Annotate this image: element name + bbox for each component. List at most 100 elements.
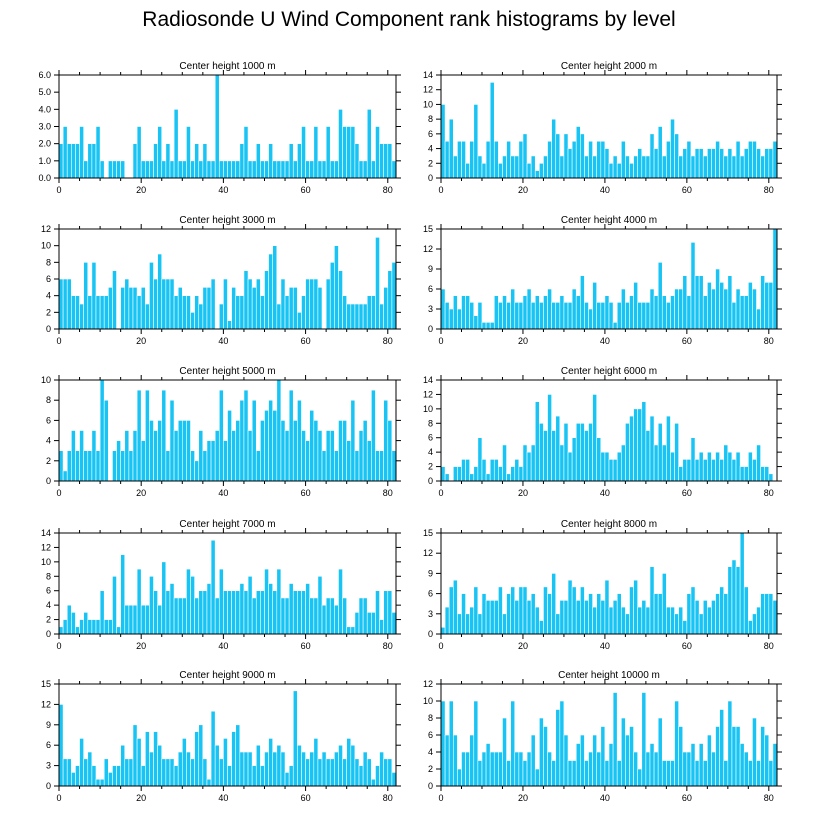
y-tick-label: 15: [41, 679, 51, 689]
bar: [202, 287, 208, 330]
bar: [678, 155, 684, 179]
bar: [608, 162, 614, 179]
bar: [768, 760, 774, 787]
bar: [366, 440, 372, 482]
bar: [108, 772, 113, 787]
bar: [469, 734, 475, 787]
bar: [165, 143, 171, 179]
bar: [743, 148, 749, 179]
y-tick-label: 15: [423, 528, 433, 538]
bar: [649, 743, 655, 787]
bar: [383, 758, 389, 787]
bar: [157, 253, 163, 330]
bar: [649, 288, 655, 330]
bar: [342, 420, 347, 482]
bar: [580, 422, 585, 482]
bar: [756, 148, 761, 179]
bar: [764, 593, 770, 635]
bar: [255, 450, 261, 482]
bar: [79, 126, 84, 179]
bar: [268, 399, 274, 482]
bar: [592, 734, 598, 787]
bar: [530, 734, 536, 787]
y-tick-label: 8: [46, 571, 51, 581]
bar: [461, 751, 466, 787]
x-tick-label: 0: [438, 793, 443, 803]
bar: [132, 143, 138, 179]
y-tick-label: 3.0: [38, 122, 51, 132]
bar: [161, 160, 167, 179]
bar: [235, 295, 241, 330]
bar: [493, 751, 499, 787]
bar: [79, 619, 84, 635]
bar: [625, 155, 630, 179]
bar: [522, 760, 528, 787]
bar: [190, 758, 195, 787]
bar: [481, 162, 487, 179]
bar: [596, 302, 602, 330]
bar: [325, 430, 331, 482]
bar: [157, 420, 163, 482]
bar: [748, 282, 753, 330]
bar: [103, 758, 109, 787]
bar: [391, 612, 397, 635]
bar: [198, 430, 204, 482]
y-tick-label: 8: [428, 418, 433, 428]
bar: [223, 440, 228, 482]
bar: [534, 606, 540, 635]
panel-7: Center height 7000 m 0 20 40 60 80 0 2 4 6 8 10 12 14: [41, 519, 401, 651]
bar: [309, 597, 315, 635]
bar: [543, 295, 548, 330]
bar: [514, 155, 520, 179]
bar: [526, 162, 532, 179]
bar: [510, 155, 516, 179]
bar: [112, 575, 117, 635]
bar: [674, 133, 679, 179]
bar: [522, 133, 528, 179]
bar: [342, 758, 347, 787]
bar: [608, 606, 614, 635]
bar: [194, 731, 200, 787]
bar: [149, 420, 154, 482]
panel-9-frame: [58, 683, 397, 787]
y-tick-label: 12: [423, 85, 433, 95]
bar: [506, 593, 511, 635]
bar: [473, 700, 479, 787]
bar: [391, 450, 397, 482]
bar: [719, 709, 725, 787]
bar: [661, 295, 667, 330]
bar: [477, 155, 483, 179]
bar: [489, 322, 495, 330]
x-tick-label: 40: [218, 488, 228, 498]
bar: [387, 758, 393, 787]
bar: [653, 148, 659, 179]
bar: [358, 430, 364, 482]
x-tick-label: 0: [56, 793, 61, 803]
bar: [473, 466, 479, 482]
bar: [571, 140, 577, 179]
bar: [686, 459, 692, 482]
bar: [132, 430, 138, 482]
bar: [181, 420, 187, 482]
bar: [342, 126, 347, 179]
bar: [514, 459, 520, 482]
bar: [95, 450, 101, 482]
x-tick-label: 0: [438, 336, 443, 346]
bar: [477, 437, 483, 482]
y-tick-label: 0: [46, 324, 51, 334]
bar: [592, 155, 598, 179]
y-tick-label: 4: [428, 747, 433, 757]
bar: [321, 450, 327, 482]
bar: [588, 308, 593, 330]
bar: [317, 575, 323, 635]
x-tick-label: 60: [301, 793, 311, 803]
bar: [120, 554, 126, 635]
bar: [264, 751, 269, 787]
bar: [633, 751, 638, 787]
bar: [268, 738, 274, 787]
bar: [145, 389, 150, 482]
bar: [354, 450, 360, 482]
y-tick-label: 2: [46, 456, 51, 466]
y-tick-label: 12: [41, 542, 51, 552]
bar: [99, 160, 105, 179]
